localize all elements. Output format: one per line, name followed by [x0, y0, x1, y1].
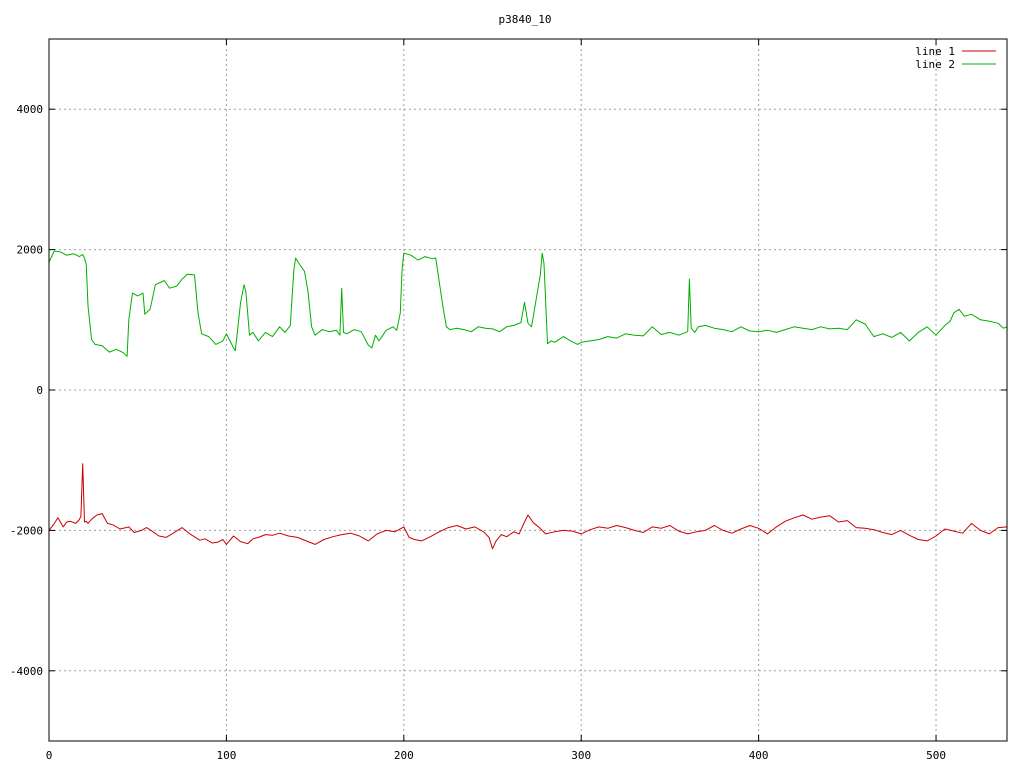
legend-label: line 1 — [915, 45, 955, 58]
x-tick-label: 0 — [46, 749, 53, 762]
x-tick-label: 200 — [394, 749, 414, 762]
y-tick-label: 2000 — [17, 244, 44, 257]
y-tick-label: -4000 — [10, 665, 43, 678]
y-tick-label: 4000 — [17, 103, 44, 116]
series-line-1 — [48, 463, 1008, 550]
y-tick-label: -2000 — [10, 524, 43, 537]
series-line-2 — [48, 250, 1008, 357]
y-tick-label: 0 — [36, 384, 43, 397]
series-layer — [48, 250, 1008, 550]
grid-layer — [49, 39, 1007, 741]
chart-title: p3840_10 — [499, 13, 552, 26]
x-tick-label: 400 — [749, 749, 769, 762]
x-tick-label: 500 — [926, 749, 946, 762]
tick-layer: -4000 -2000 0 2000 4000 0 100 200 300 400 500 — [10, 39, 1007, 762]
legend-label: line 2 — [915, 58, 955, 71]
x-tick-label: 100 — [216, 749, 236, 762]
x-tick-label: 300 — [571, 749, 591, 762]
